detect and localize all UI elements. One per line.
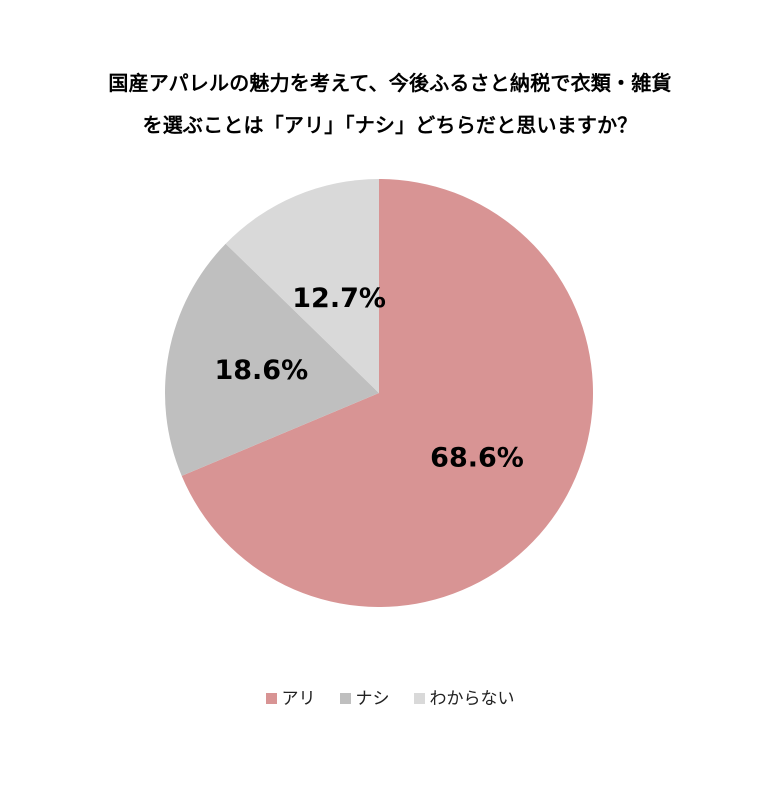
chart-title-line-1: 国産アパレルの魅力を考えて、今後ふるさと納税で衣類・雑貨 bbox=[108, 71, 672, 95]
legend-swatch-nashi bbox=[339, 692, 351, 704]
legend-label-wakaranai: わからない bbox=[429, 689, 515, 709]
legend-swatch-ari bbox=[265, 692, 277, 704]
pie-data-labels: 68.6% 18.6% 12.7% bbox=[214, 283, 523, 474]
legend-label-nashi: ナシ bbox=[355, 689, 390, 709]
legend-item-ari[interactable]: アリ bbox=[265, 684, 316, 709]
pie-slices bbox=[165, 179, 594, 607]
legend-item-wakaranai[interactable]: わからない bbox=[413, 684, 515, 709]
data-label-wakaranai: 12.7% bbox=[292, 283, 386, 314]
pie-slice-ari[interactable] bbox=[181, 179, 594, 607]
data-label-ari: 68.6% bbox=[430, 443, 524, 474]
chart-legend: アリ ナシ わからない bbox=[0, 684, 780, 709]
pie-slice-wakaranai[interactable] bbox=[225, 179, 379, 393]
pie-slice-nashi[interactable] bbox=[165, 243, 379, 476]
legend-swatch-wakaranai bbox=[413, 692, 425, 704]
legend-item-nashi[interactable]: ナシ bbox=[339, 684, 390, 709]
chart-title-line-2: を選ぶことは「アリ」「ナシ」どちらだと思いますか？ bbox=[142, 113, 638, 137]
chart-title: 国産アパレルの魅力を考えて、今後ふるさと納税で衣類・雑貨 を選ぶことは「アリ」「… bbox=[0, 62, 780, 146]
data-label-nashi: 18.6% bbox=[214, 355, 308, 386]
legend-label-ari: アリ bbox=[281, 689, 316, 709]
